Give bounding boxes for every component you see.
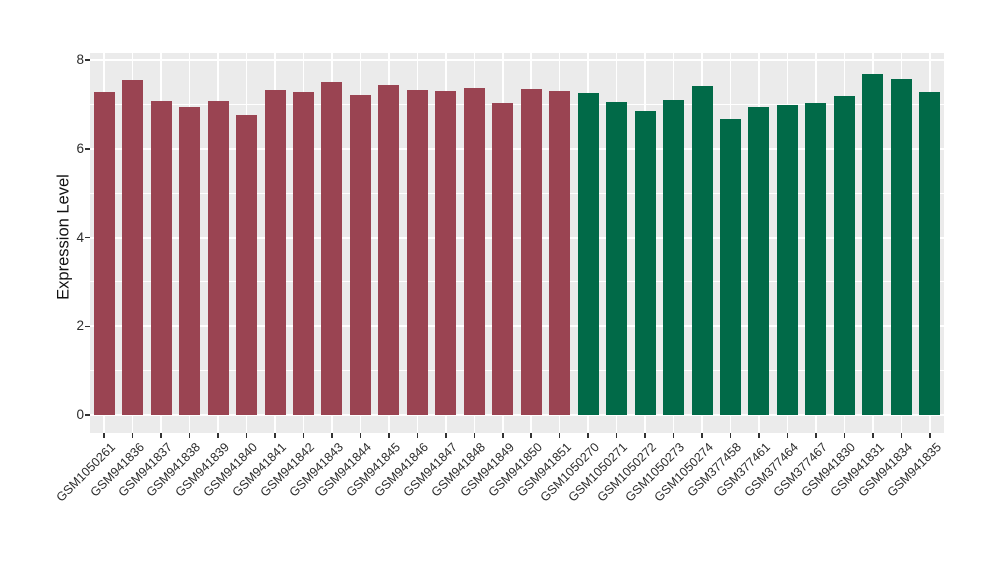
gridline-major [90, 414, 944, 416]
x-tick-mark [131, 433, 134, 438]
bar-GSM941840 [236, 114, 258, 415]
bar-GSM1050272 [634, 111, 656, 415]
y-tick-mark [85, 59, 90, 61]
x-tick-mark [331, 433, 333, 438]
x-tick-mark [160, 433, 162, 438]
x-tick-mark [900, 433, 903, 438]
gridline-major [90, 147, 944, 150]
bar-GSM377458 [720, 119, 741, 415]
x-tick-mark [103, 433, 105, 438]
x-tick-mark [644, 433, 646, 438]
y-tick-label: 0 [76, 407, 84, 422]
x-tick-mark [701, 433, 703, 438]
bar-GSM941830 [833, 95, 855, 415]
bar-GSM1050274 [691, 85, 713, 415]
bar-GSM377467 [805, 102, 827, 415]
x-tick-mark [815, 433, 817, 438]
x-tick-mark [388, 433, 390, 438]
y-tick-mark [85, 148, 90, 150]
x-tick-mark [302, 433, 305, 438]
bar-GSM1050261 [93, 91, 115, 415]
gridline-minor [90, 192, 944, 194]
x-tick-mark [416, 433, 419, 438]
bar-GSM377464 [776, 105, 798, 415]
y-tick-mark [85, 414, 90, 416]
bar-GSM941844 [349, 94, 371, 415]
bar-GSM941839 [207, 101, 229, 415]
bar-GSM941838 [179, 107, 201, 415]
bar-GSM941831 [862, 74, 884, 415]
y-tick-label: 6 [76, 140, 84, 156]
y-tick-label: 8 [76, 52, 84, 67]
bar-GSM941845 [378, 85, 400, 415]
x-tick-mark [615, 433, 618, 438]
x-tick-mark [188, 433, 191, 438]
x-tick-mark [929, 433, 931, 438]
x-tick-mark [445, 433, 447, 438]
bar-GSM941834 [890, 79, 912, 415]
x-tick-mark [786, 433, 789, 438]
x-tick-mark [530, 433, 532, 438]
bar-GSM1050271 [606, 102, 628, 415]
x-tick-mark [502, 433, 504, 438]
bar-GSM941848 [463, 88, 485, 415]
bar-GSM377461 [748, 107, 770, 415]
plot-panel [90, 53, 944, 433]
x-tick-mark [758, 433, 760, 438]
bar-GSM941835 [919, 92, 941, 415]
bar-GSM941846 [406, 90, 428, 415]
bar-GSM941841 [264, 89, 286, 415]
gridline-major [90, 236, 944, 239]
x-tick-mark [587, 433, 589, 438]
gridline-minor [90, 370, 944, 372]
bar-GSM1050273 [663, 100, 685, 415]
x-tick-mark [872, 433, 874, 438]
bar-GSM941851 [549, 91, 571, 415]
gridline-major [90, 59, 944, 61]
x-tick-mark [843, 433, 846, 438]
bar-GSM941850 [520, 89, 542, 415]
bar-GSM941849 [492, 103, 514, 415]
bar-GSM941847 [435, 91, 457, 415]
x-tick-mark [245, 433, 248, 438]
bar-GSM941843 [321, 81, 343, 415]
x-tick-mark [274, 433, 276, 438]
x-tick-mark [359, 433, 362, 438]
y-tick-label: 4 [76, 229, 84, 245]
bar-GSM941842 [293, 91, 314, 415]
bar-GSM1050270 [577, 93, 599, 415]
gridline-minor [90, 281, 944, 283]
y-tick-mark [85, 236, 90, 239]
gridline-major [90, 325, 944, 328]
x-tick-mark [672, 433, 675, 438]
x-tick-mark [558, 433, 561, 438]
x-tick-mark [729, 433, 732, 438]
x-tick-mark [217, 433, 219, 438]
y-tick-label: 2 [76, 318, 84, 334]
y-tick-mark [85, 325, 90, 327]
gridline-minor [90, 103, 944, 105]
x-tick-mark [473, 433, 476, 438]
bar-GSM941837 [150, 100, 172, 415]
bar-GSM941836 [122, 79, 144, 415]
